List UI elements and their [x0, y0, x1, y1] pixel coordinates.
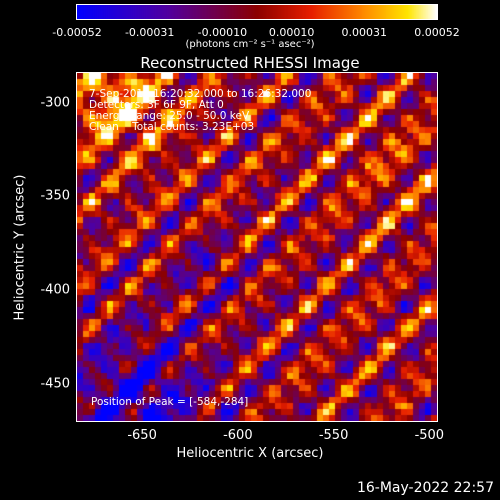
colorbar [76, 4, 438, 20]
heatmap-image [77, 73, 437, 421]
y-axis-label: Heliocentric Y (arcsec) [12, 174, 28, 321]
x-tick-label: -600 [223, 428, 253, 443]
x-tick-label: -500 [414, 428, 445, 443]
colorbar-tick-label: 0.00052 [414, 26, 460, 39]
y-tick-label: -300 [40, 95, 70, 111]
energy-range-label: Energy Range: 25.0 - 50.0 keV [89, 110, 250, 122]
colorbar-tick-label: -0.00052 [52, 26, 102, 39]
plot-area: 7-Sep-2014 16:20:32.000 to 16:26:32.000 … [76, 72, 438, 422]
x-tick-label: -650 [127, 428, 157, 443]
peak-position-label: Position of Peak = [-584,-284] [91, 396, 249, 408]
detectors-label: Detectors: 3F 6F 9F, Att 0 [89, 99, 224, 111]
y-tick-label: -400 [40, 282, 70, 298]
colorbar-tick-label: -0.00031 [124, 26, 175, 39]
time-range-label: 7-Sep-2014 16:20:32.000 to 16:26:32.000 [89, 88, 312, 100]
colorbar-tick-label: 0.00010 [268, 26, 315, 39]
timestamp: 16-May-2022 22:57 [356, 480, 494, 496]
chart-title: Reconstructed RHESSI Image [140, 54, 360, 72]
x-tick-label: -550 [318, 428, 349, 443]
x-axis-label: Heliocentric X (arcsec) [176, 446, 324, 461]
y-tick-label: -350 [40, 188, 70, 204]
colorbar-units: (photons cm⁻² s⁻¹ asec⁻²) [185, 39, 315, 50]
colorbar-tick-label: 0.00031 [341, 26, 388, 39]
clean-counts-label: Clean Total counts: 3.23E+03 [89, 121, 255, 133]
y-tick-label: -450 [40, 376, 70, 392]
colorbar-ticks: -0.00052 -0.00031 -0.00010 0.00010 0.00031 0.… [0, 0, 500, 60]
colorbar-tick-label: -0.00010 [197, 26, 248, 39]
